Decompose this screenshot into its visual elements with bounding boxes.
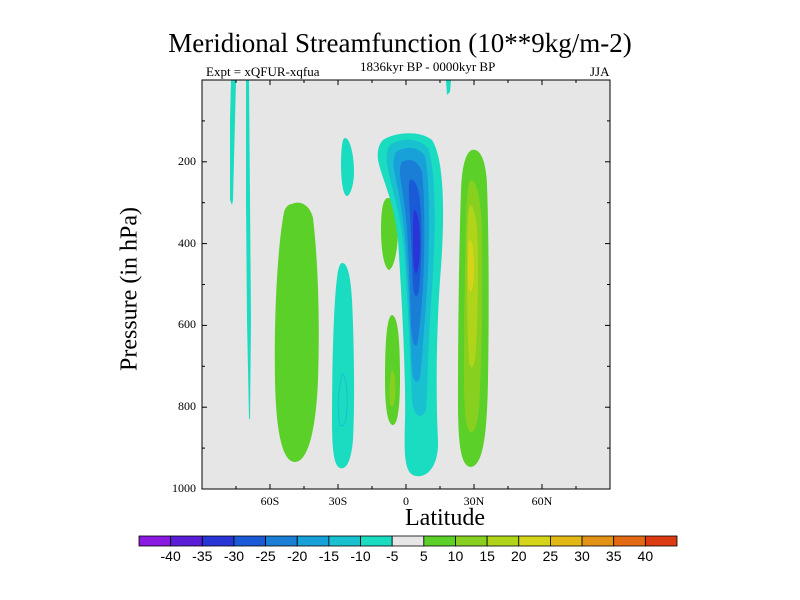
colorbar-swatch [201,535,235,547]
colorbar-label: 5 [419,548,428,564]
axis-ticks [202,80,610,490]
contour-neg-level-30 [413,210,420,274]
y-tick-label: 400 [178,235,196,250]
colorbar-swatch [360,535,393,547]
colorbar-swatch [518,535,551,547]
colorbar-swatch [391,535,425,547]
x-axis-label: Latitude [405,505,485,531]
colorbar-label: -40 [160,548,181,564]
colorbar-label: 25 [542,548,559,564]
contour-pos-level-20 [468,240,474,292]
colorbar-swatch [613,535,646,547]
contour-sh-positive-cell [274,202,319,462]
contour-streak-2 [246,80,251,420]
x-tick-label: 60S [260,494,280,508]
colorbar-swatch [328,535,361,547]
contour-equator-positive-upper [381,198,398,270]
contour-equator-positive-core [389,370,396,407]
colorbar-label: 40 [637,548,654,564]
y-tick-label: 1000 [172,481,196,495]
colorbar-swatch [644,535,678,547]
x-tick-label: 60N [531,494,553,508]
x-tick-label: 30S [328,494,348,508]
colorbar-label: 30 [574,548,590,564]
colorbar-label: -20 [287,548,308,564]
contour-fills [230,80,489,477]
colorbar-swatch [486,535,520,547]
colorbar-swatch [296,535,330,547]
season-label: JJA [590,64,610,79]
contour-upper-small-cell [341,138,354,196]
y-tick-label: 600 [178,317,196,332]
colorbar-label: -5 [385,548,399,564]
colorbar-swatch [138,535,172,547]
colorbar-label: -10 [350,548,371,564]
colorbar-swatch [423,535,456,547]
colorbar-label: 15 [479,548,495,564]
x-tick-label: 30N [463,494,485,508]
colorbar-swatch [581,535,615,547]
colorbar-swatch [550,535,583,547]
colorbar-label: -35 [192,548,213,564]
colorbar-swatch [170,535,203,547]
colorbar-swatch [455,535,488,547]
contour-sh-negative-core [337,373,348,427]
colorbar-label: 20 [510,548,527,564]
x-tick-label: 0 [403,494,409,508]
colorbar-label: -15 [318,548,339,564]
contour-equator-positive-lower [385,315,400,425]
experiment-label: Expt = xQFUR-xqfua [206,64,320,79]
contour-sh-negative-cell [332,262,355,469]
chart-title: Meridional Streamfunction (10**9kg/m-2) [168,28,632,58]
y-tick-label: 800 [178,399,196,414]
colorbar-label: -25 [255,548,276,564]
colorbar-swatch [233,535,266,547]
period-label: 1836kyr BP - 0000kyr BP [360,59,496,74]
colorbar-label: 35 [605,548,622,564]
colorbar-label: 10 [447,548,464,564]
contour-streak-3 [446,80,451,95]
colorbar-label: -30 [223,548,245,564]
contour-streak-1 [230,80,236,205]
y-tick-label: 200 [178,153,196,168]
colorbar [138,535,678,547]
colorbar-swatch [265,535,298,547]
